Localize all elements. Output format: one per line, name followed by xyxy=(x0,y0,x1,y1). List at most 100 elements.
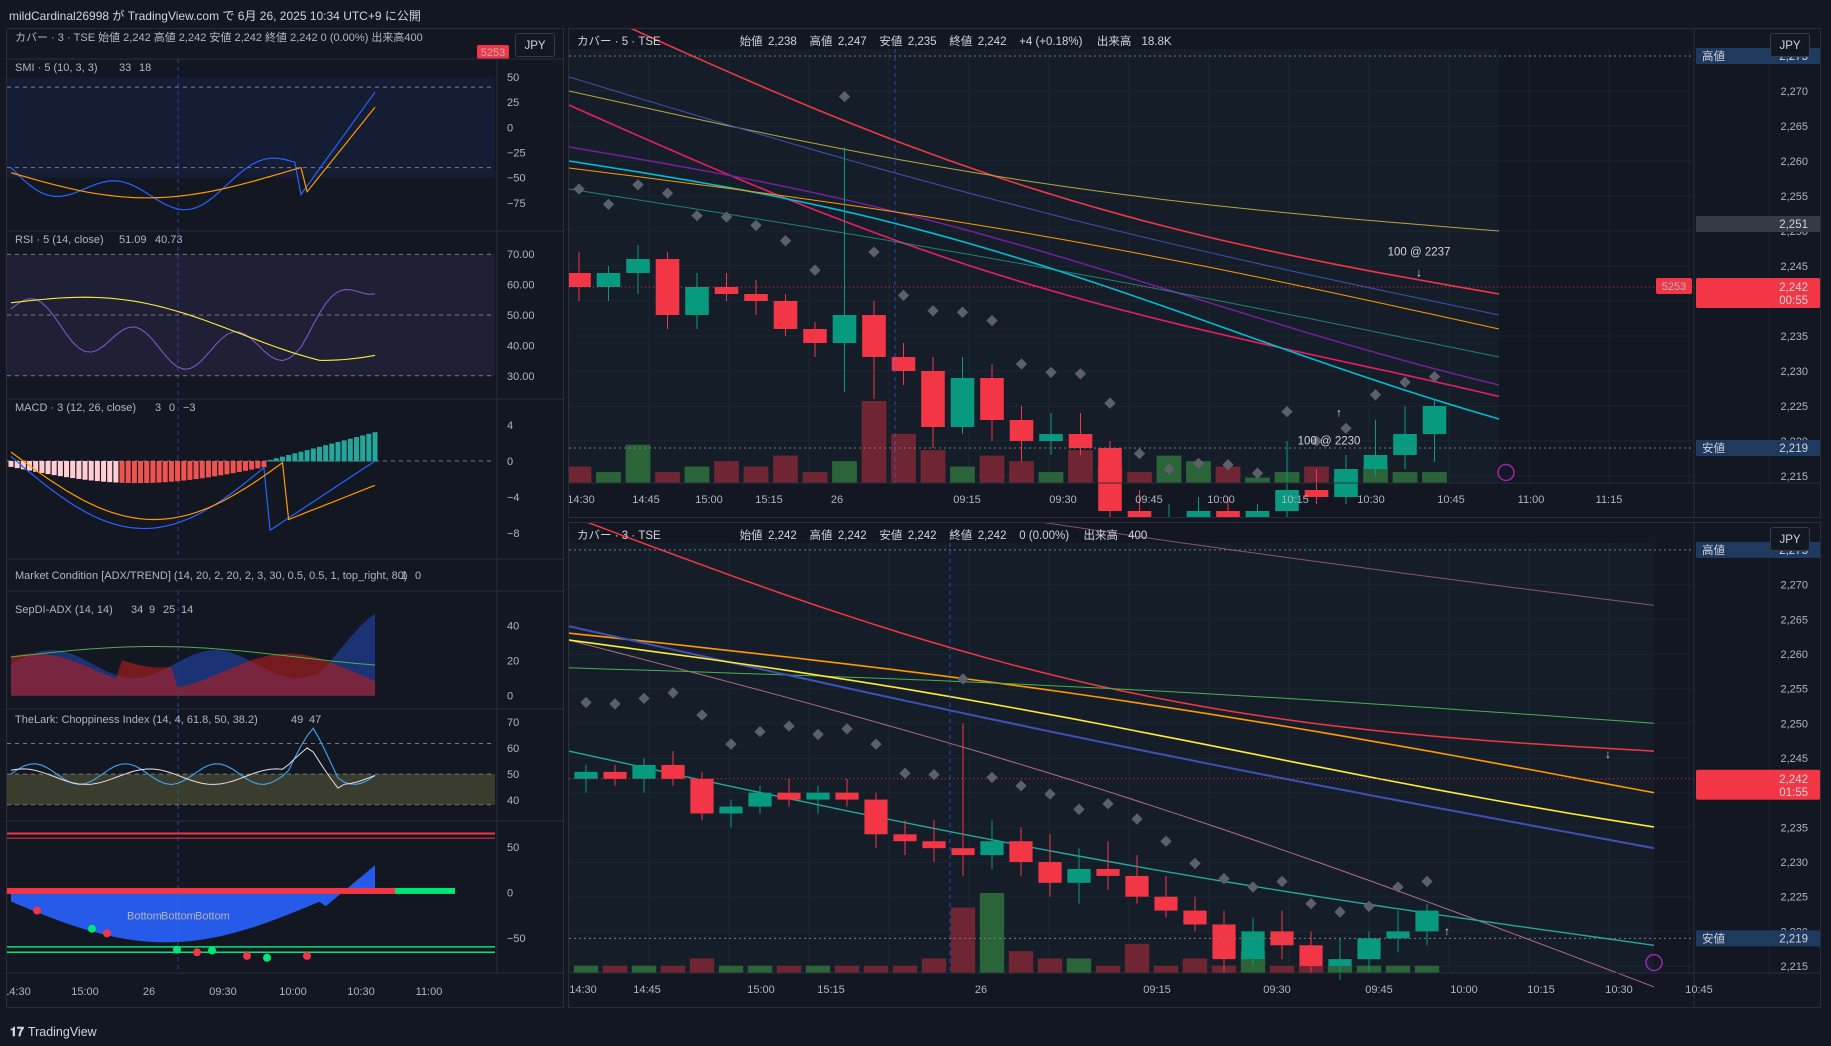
macd-hist xyxy=(70,461,76,479)
candle-body xyxy=(951,848,975,856)
signal-dot xyxy=(243,951,251,960)
indicator-line xyxy=(569,625,1655,850)
top-chart-canvas: 2,2702,2652,2602,2552,2502,2452,2402,235… xyxy=(569,29,1820,517)
indicator-line xyxy=(569,188,1500,358)
time-axis-tick: 14:45 xyxy=(633,984,661,996)
macd-hist xyxy=(144,461,150,484)
macd-hist xyxy=(310,448,316,462)
currency-button-left[interactable]: JPY xyxy=(515,33,555,57)
chop-ma xyxy=(10,747,376,789)
trail-diamond xyxy=(1369,389,1382,401)
bottom-label: Bottom xyxy=(161,911,196,923)
macd-hist xyxy=(199,461,205,479)
indicator-value: 1 xyxy=(401,570,407,582)
legend-item: 2,242 xyxy=(838,530,867,542)
candle-body xyxy=(574,771,598,779)
price-axis-tick: 2,235 xyxy=(1780,822,1808,834)
candle-body xyxy=(832,315,857,343)
time-axis-tick: 15:15 xyxy=(817,984,845,996)
publish-header: mildCardinal26998 が TradingView.com で 6月… xyxy=(0,0,1831,28)
smi-line xyxy=(10,91,376,211)
candle-body xyxy=(950,378,975,427)
volume-bar xyxy=(920,450,946,483)
volume-bar xyxy=(950,466,975,483)
volume-bar xyxy=(602,965,628,973)
indicator-axis-tick: −75 xyxy=(507,198,526,210)
indicator-line xyxy=(569,76,1500,316)
macd-hist xyxy=(156,461,162,483)
macd-hist xyxy=(286,454,292,462)
price-axis-tick: 2,260 xyxy=(1780,156,1808,168)
indicator-axis-tick: 4 xyxy=(507,420,513,432)
low-label-value: 2,219 xyxy=(1779,443,1808,455)
currency-button-bottom[interactable]: JPY xyxy=(1770,527,1810,551)
volume-bar xyxy=(1245,477,1270,483)
currency-button-top[interactable]: JPY xyxy=(1770,33,1810,57)
left-time-tick: 14:30 xyxy=(7,986,31,998)
candle-body xyxy=(1299,945,1323,967)
indicator-line xyxy=(569,167,1500,330)
macd-hist xyxy=(181,461,187,481)
volume-bar xyxy=(1038,472,1064,483)
candle-body xyxy=(1328,959,1352,967)
trade-label-buy: 100 @ 2230 xyxy=(1298,436,1361,448)
candle-body xyxy=(777,792,801,800)
high-label-text: 高値 xyxy=(1702,543,1725,557)
macd-hist xyxy=(292,453,298,462)
price-axis-tick: 2,230 xyxy=(1780,857,1808,869)
volume-bar xyxy=(660,965,686,973)
minus-di-area xyxy=(11,653,375,696)
volume-bar xyxy=(1186,461,1211,483)
candle-body xyxy=(1125,875,1149,897)
volume-bar xyxy=(892,965,918,973)
trail-diamond xyxy=(1192,457,1205,470)
left-indicator-panel[interactable]: カバー · 3 · TSE 始値 2,242 高値 2,242 安値 2,242… xyxy=(6,28,564,1008)
candle-body xyxy=(1068,434,1093,448)
macd-hist xyxy=(304,450,310,462)
price-axis-tick: 2,245 xyxy=(1780,753,1808,765)
bottom-price-chart[interactable]: 2,2702,2652,2602,2552,2502,2452,2402,235… xyxy=(568,522,1821,1008)
candle-body xyxy=(806,792,830,800)
trail-diamond xyxy=(1222,459,1234,471)
signal-dot xyxy=(263,953,271,962)
indicator-value: 0 xyxy=(169,402,175,414)
wave-top-green xyxy=(395,887,455,894)
mini-legend: カバー · 3 · TSE 始値 2,242 高値 2,242 安値 2,242… xyxy=(15,30,423,44)
countdown-value: 00:55 xyxy=(1779,295,1808,307)
volume-bar xyxy=(1037,958,1063,973)
trail-diamond xyxy=(986,314,998,327)
macd-hist xyxy=(267,459,273,462)
indicator-axis-tick: −50 xyxy=(507,173,526,185)
time-axis-tick: 10:15 xyxy=(1527,984,1555,996)
macd-hist xyxy=(261,461,267,468)
left-time-tick: 10:00 xyxy=(279,986,307,998)
top-price-chart[interactable]: 2,2702,2652,2602,2552,2502,2452,2402,235… xyxy=(568,28,1821,518)
macd-hist xyxy=(33,461,39,472)
price-axis-tick: 2,225 xyxy=(1780,892,1808,904)
indicator-title: SepDI-ADX (14, 14) xyxy=(15,604,113,616)
macd-hist xyxy=(353,437,359,462)
volume-bar xyxy=(1068,450,1093,483)
trail-diamond xyxy=(1363,900,1375,913)
legend-item: 400 xyxy=(1128,530,1147,542)
trail-diamond xyxy=(1247,881,1259,893)
indicator-axis-tick: 0 xyxy=(507,122,513,134)
tradingview-logo[interactable]: 𝟏𝟕 TradingView xyxy=(10,1025,97,1040)
trail-diamond xyxy=(1133,447,1146,460)
volume-bar xyxy=(1009,461,1034,483)
volume-bar xyxy=(655,472,680,483)
trail-diamond xyxy=(779,235,792,247)
legend-item: 2,242 xyxy=(768,530,797,542)
candle-body xyxy=(1183,910,1207,925)
trail-diamond xyxy=(720,211,733,223)
candle-body xyxy=(1009,841,1033,863)
sell-arrow-icon: ↓ xyxy=(1605,749,1611,761)
indicator-line xyxy=(569,639,1655,828)
candle-body xyxy=(1422,406,1447,434)
price-axis-tick: 2,215 xyxy=(1780,471,1808,483)
indicator-line xyxy=(569,160,1500,420)
trail-diamond xyxy=(1340,422,1352,435)
macd-hist xyxy=(76,461,82,479)
macd-hist xyxy=(125,461,131,483)
legend-item: 出来高 xyxy=(1084,528,1119,542)
